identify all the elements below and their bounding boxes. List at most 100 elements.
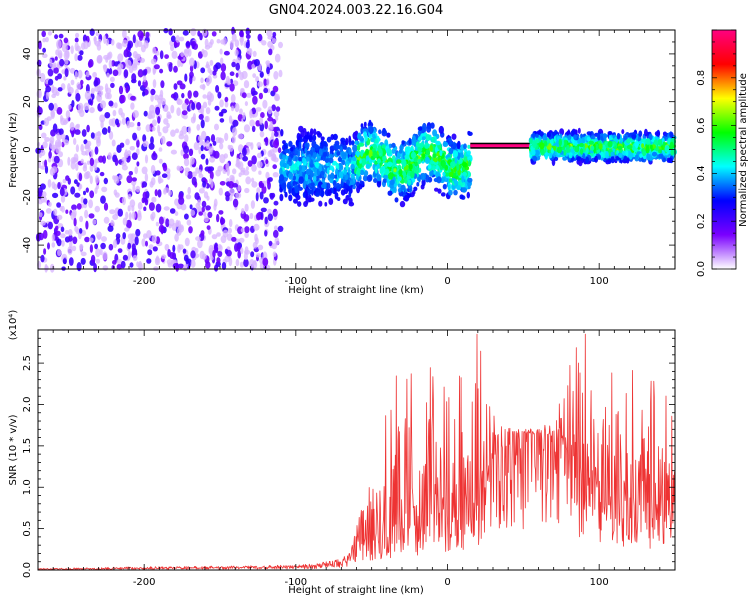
spectrogram-cell bbox=[88, 213, 95, 219]
spectrogram-cell bbox=[181, 110, 188, 116]
spectrogram-cell bbox=[56, 202, 61, 208]
spectrogram-cells bbox=[35, 26, 677, 273]
spectrogram-cell bbox=[173, 83, 178, 90]
spectrogram-cell bbox=[553, 145, 556, 151]
spectrogram-cell bbox=[65, 175, 70, 181]
spectrogram-cell bbox=[38, 199, 43, 205]
spectrogram-cell bbox=[463, 143, 467, 150]
spectrogram-cell bbox=[170, 149, 177, 155]
spectrogram-cell bbox=[356, 140, 360, 146]
spectrogram-cell bbox=[548, 143, 552, 151]
spectrogram-cell bbox=[295, 194, 301, 201]
spectrogram-cell bbox=[64, 117, 69, 124]
spectrogram-cell bbox=[132, 184, 136, 193]
spectrogram-cell bbox=[272, 147, 279, 153]
spectrogram-cell bbox=[155, 221, 159, 227]
spectrogram-cell bbox=[264, 230, 268, 237]
spectrogram-cell bbox=[220, 63, 227, 72]
spectrogram-cell bbox=[396, 159, 402, 164]
spectrogram-y-tick-label: -20 bbox=[22, 189, 33, 205]
spectrogram-cell bbox=[256, 142, 262, 148]
spectrogram-cell bbox=[137, 80, 142, 87]
spectrogram-cell bbox=[333, 187, 337, 195]
spectrogram-cell bbox=[79, 50, 84, 56]
spectrogram-cell bbox=[39, 72, 46, 83]
spectrogram-cell bbox=[84, 209, 89, 219]
spectrogram-cell bbox=[543, 140, 548, 147]
spectrogram-cell bbox=[310, 159, 313, 166]
spectrogram-cell bbox=[207, 98, 212, 106]
spectrogram-cell bbox=[197, 239, 203, 249]
spectrogram-cell bbox=[232, 168, 237, 175]
spectrogram-cell bbox=[184, 49, 189, 58]
spectrogram-cell bbox=[314, 161, 320, 167]
spectrogram-cell bbox=[416, 141, 420, 148]
spectrogram-cell bbox=[236, 244, 241, 252]
snr-y-tick-label: 0.5 bbox=[22, 521, 33, 537]
spectrogram-cell bbox=[62, 258, 67, 265]
spectrogram-cell bbox=[420, 172, 426, 181]
spectrogram-cell bbox=[347, 186, 353, 192]
spectrogram-cell bbox=[150, 177, 156, 186]
spectrogram-cell bbox=[151, 234, 157, 244]
spectrogram-cell bbox=[251, 125, 256, 133]
spectrogram-cell bbox=[89, 244, 93, 253]
spectrogram-cell bbox=[45, 208, 52, 214]
spectrogram-cell bbox=[186, 219, 192, 226]
spectrogram-cell bbox=[626, 138, 631, 144]
spectrogram-cell bbox=[185, 257, 189, 265]
spectrogram-cell bbox=[387, 190, 393, 196]
spectrogram-cell bbox=[83, 171, 90, 180]
spectrogram-cell bbox=[90, 149, 94, 157]
spectrogram-cell bbox=[393, 186, 397, 194]
spectrogram-cell bbox=[53, 103, 58, 111]
spectrogram-cell bbox=[47, 68, 54, 77]
spectrogram-cell bbox=[79, 215, 84, 223]
spectrogram-cell bbox=[259, 191, 264, 200]
spectrogram-cell bbox=[546, 131, 551, 138]
snr-y-tick-label: 2.0 bbox=[22, 397, 33, 413]
spectrogram-cell bbox=[273, 225, 278, 231]
spectrogram-cell bbox=[90, 132, 95, 139]
snr-y-tick-label: 0.0 bbox=[22, 562, 33, 578]
spectrogram-cell bbox=[259, 71, 264, 78]
spectrogram-cell bbox=[69, 122, 75, 131]
spectrogram-cell bbox=[250, 200, 255, 209]
spectrogram-cell bbox=[641, 143, 645, 149]
spectrogram-cell bbox=[76, 262, 82, 272]
spectrogram-cell bbox=[384, 139, 389, 146]
spectrogram-cell bbox=[40, 165, 46, 170]
spectrogram-cell bbox=[137, 209, 142, 218]
spectrogram-cell bbox=[44, 265, 49, 271]
spectrogram-cell bbox=[641, 150, 647, 157]
spectrogram-cell bbox=[246, 47, 252, 55]
spectrogram-cell bbox=[274, 53, 281, 63]
spectrogram-cell bbox=[461, 175, 465, 183]
spectrogram-cell bbox=[563, 139, 568, 148]
spectrogram-cell bbox=[219, 118, 225, 123]
spectrogram-cell bbox=[54, 34, 59, 40]
spectrogram-cell bbox=[117, 248, 123, 254]
spectrogram-cell bbox=[269, 193, 274, 200]
spectrogram-cell bbox=[308, 189, 313, 194]
spectrogram-cell bbox=[381, 144, 386, 149]
spectrogram-cell bbox=[318, 164, 323, 172]
spectrogram-cell bbox=[209, 156, 216, 163]
spectrogram-cell bbox=[177, 263, 184, 269]
spectrogram-cell bbox=[218, 187, 223, 196]
spectrogram-cell bbox=[266, 66, 270, 75]
spectrogram-cell bbox=[212, 250, 216, 258]
spectrogram-cell bbox=[272, 85, 279, 93]
spectrogram-cell bbox=[251, 164, 257, 172]
spectrogram-cell bbox=[224, 132, 229, 142]
spectrogram-cell bbox=[182, 248, 187, 254]
spectrogram-cell bbox=[451, 133, 457, 140]
spectrogram-cell bbox=[594, 155, 599, 163]
spectrogram-cell bbox=[191, 102, 196, 111]
spectrogram-cell bbox=[102, 251, 108, 261]
spectrogram-cell bbox=[47, 179, 52, 188]
spectrogram-cell bbox=[49, 263, 55, 273]
spectrogram-cell bbox=[47, 242, 50, 250]
spectrogram-cell bbox=[228, 189, 235, 194]
